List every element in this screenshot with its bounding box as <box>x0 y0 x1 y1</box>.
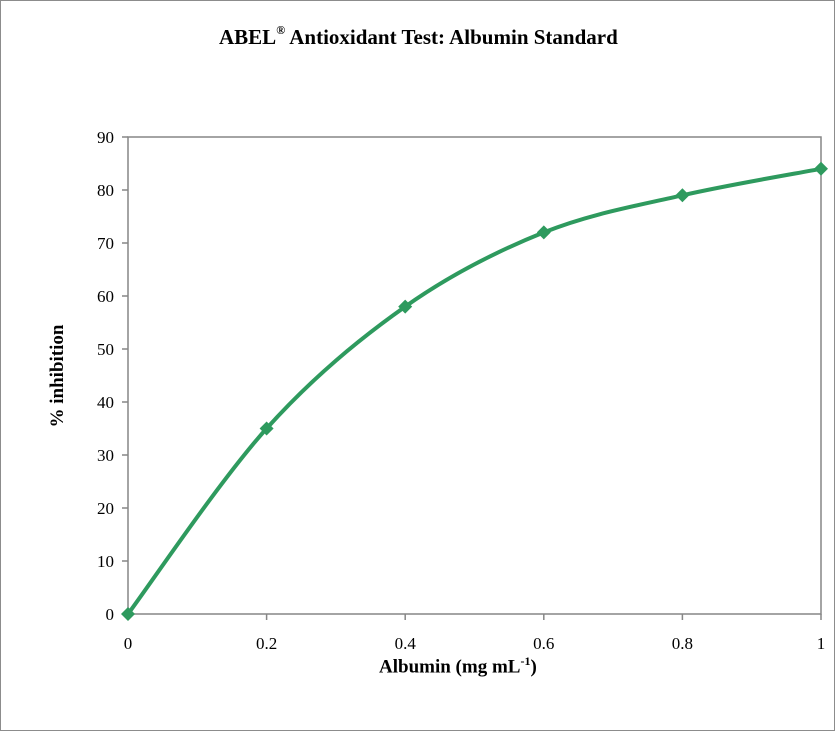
y-tick-label: 0 <box>106 605 115 624</box>
x-tick-label: 0.2 <box>256 634 277 653</box>
data-point-marker <box>814 161 828 176</box>
y-tick-label: 40 <box>97 393 114 412</box>
series-line <box>126 166 823 616</box>
x-axis-label-exponent: -1 <box>520 654 531 668</box>
data-point-marker <box>536 225 551 240</box>
axes <box>122 136 822 620</box>
x-tick-label: 0.8 <box>672 634 693 653</box>
y-tick-label: 50 <box>97 340 114 359</box>
data-point-marker <box>675 188 690 203</box>
data-point-marker <box>398 299 413 314</box>
y-axis-label: % inhibition <box>47 324 68 428</box>
y-tick-label: 10 <box>97 552 114 571</box>
data-point-marker <box>259 421 274 436</box>
x-tick-labels: 0 0.2 0.4 0.6 0.8 1 <box>124 634 826 653</box>
x-tick-label: 0 <box>124 634 133 653</box>
chart-title: ABEL® Antioxidant Test: Albumin Standard <box>219 23 618 49</box>
y-tick-label: 70 <box>97 234 114 253</box>
plot-border <box>127 136 822 615</box>
chart-title-registered-mark: ® <box>276 23 286 37</box>
x-tick-label: 0.6 <box>533 634 554 653</box>
y-tick-label: 20 <box>97 499 114 518</box>
data-point-marker <box>121 607 135 621</box>
y-tick-label: 30 <box>97 446 114 465</box>
series-markers <box>121 161 828 621</box>
x-tick-label: 1 <box>817 634 826 653</box>
x-axis-label: Albumin (mg mL-1) <box>379 654 537 678</box>
y-tick-label: 90 <box>97 128 114 147</box>
x-tick-label: 0.4 <box>395 634 417 653</box>
y-tick-label: 60 <box>97 287 114 306</box>
y-tick-labels: 0 10 20 30 40 50 60 70 80 90 <box>97 128 114 624</box>
y-tick-label: 80 <box>97 181 114 200</box>
